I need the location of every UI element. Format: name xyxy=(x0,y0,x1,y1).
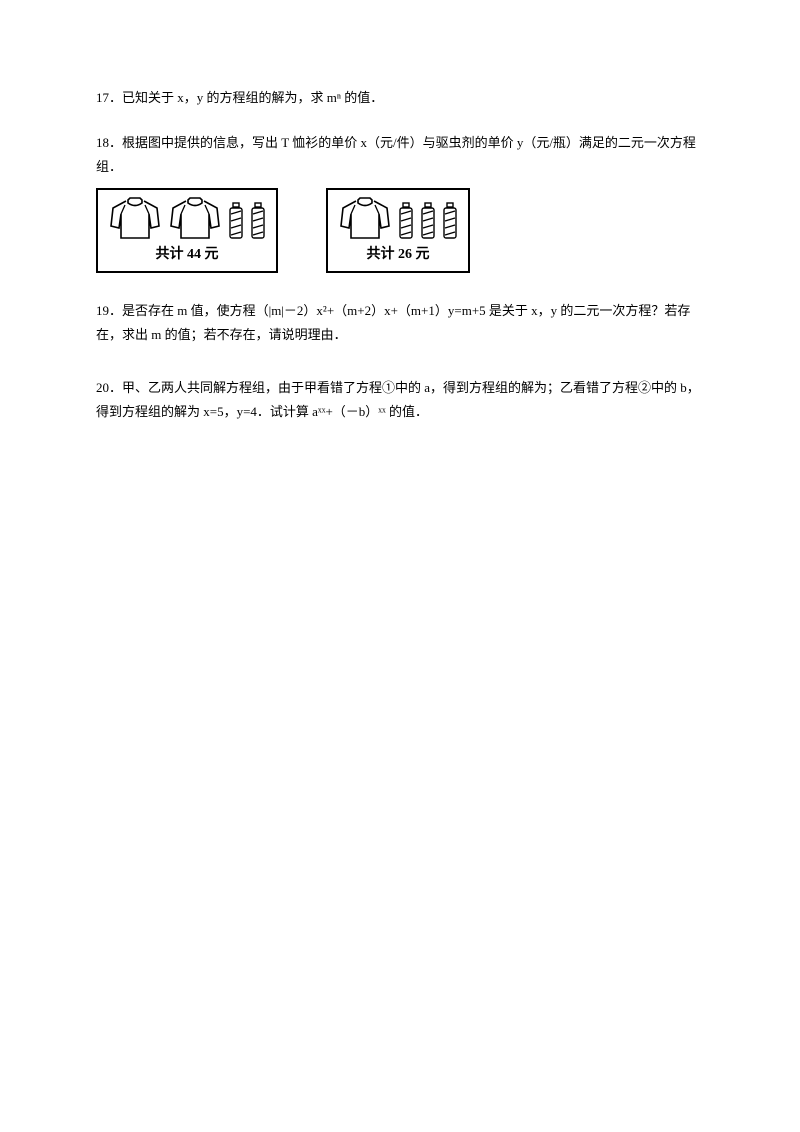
question-17: 17．已知关于 x，y 的方程组的解为，求 mⁿ 的值． xyxy=(96,86,704,109)
image-box-2: 共计 26 元 xyxy=(326,188,470,273)
shirt-icon xyxy=(338,196,392,240)
bottle-icon xyxy=(442,202,458,240)
image-box-1-caption: 共计 44 元 xyxy=(108,242,266,267)
bottle-icon xyxy=(250,202,266,240)
image-box-1: 共计 44 元 xyxy=(96,188,278,273)
question-17-text: 17．已知关于 x，y 的方程组的解为，求 mⁿ 的值． xyxy=(96,90,383,105)
page: 17．已知关于 x，y 的方程组的解为，求 mⁿ 的值． 18．根据图中提供的信… xyxy=(0,0,800,1132)
bottle-icon xyxy=(398,202,414,240)
question-18-images: 共计 44 元 xyxy=(96,188,704,273)
question-20-text: 20．甲、乙两人共同解方程组，由于甲看错了方程①中的 a，得到方程组的解为；乙看… xyxy=(96,380,700,418)
question-18: 18．根据图中提供的信息，写出 T 恤衫的单价 x（元/件）与驱虫剂的单价 y（… xyxy=(96,131,704,273)
bottle-icon xyxy=(420,202,436,240)
image-box-1-items xyxy=(108,196,266,240)
question-20: 20．甲、乙两人共同解方程组，由于甲看错了方程①中的 a，得到方程组的解为；乙看… xyxy=(96,376,704,423)
question-19-text: 19．是否存在 m 值，使方程（|m|－2）x²+（m+2）x+（m+1）y=m… xyxy=(96,303,690,341)
shirt-icon xyxy=(168,196,222,240)
shirt-icon xyxy=(108,196,162,240)
image-box-2-items xyxy=(338,196,458,240)
question-18-text: 18．根据图中提供的信息，写出 T 恤衫的单价 x（元/件）与驱虫剂的单价 y（… xyxy=(96,135,696,173)
bottle-icon xyxy=(228,202,244,240)
image-box-2-caption: 共计 26 元 xyxy=(338,242,458,267)
question-19: 19．是否存在 m 值，使方程（|m|－2）x²+（m+2）x+（m+1）y=m… xyxy=(96,299,704,346)
